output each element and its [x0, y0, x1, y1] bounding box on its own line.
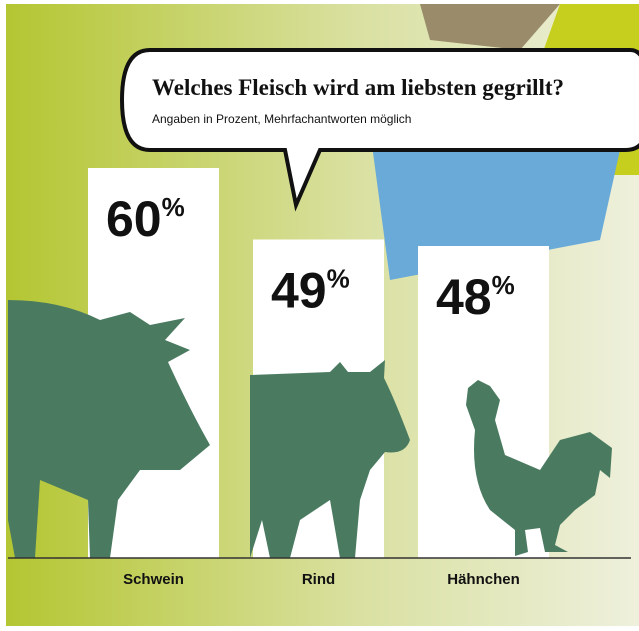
x-tick-label: Rind: [302, 571, 335, 588]
page: 60%49%48% SchweinRindHähnchen Welches Fl…: [0, 0, 639, 631]
x-tick-label: Schwein: [123, 571, 184, 588]
title-block: Welches Fleisch wird am liebsten gegrill…: [152, 74, 602, 133]
chart-subtitle: Angaben in Prozent, Mehrfachantworten mö…: [152, 112, 411, 126]
chart-title: Welches Fleisch wird am liebsten gegrill…: [152, 75, 564, 100]
x-tick-label: Hähnchen: [447, 571, 520, 588]
